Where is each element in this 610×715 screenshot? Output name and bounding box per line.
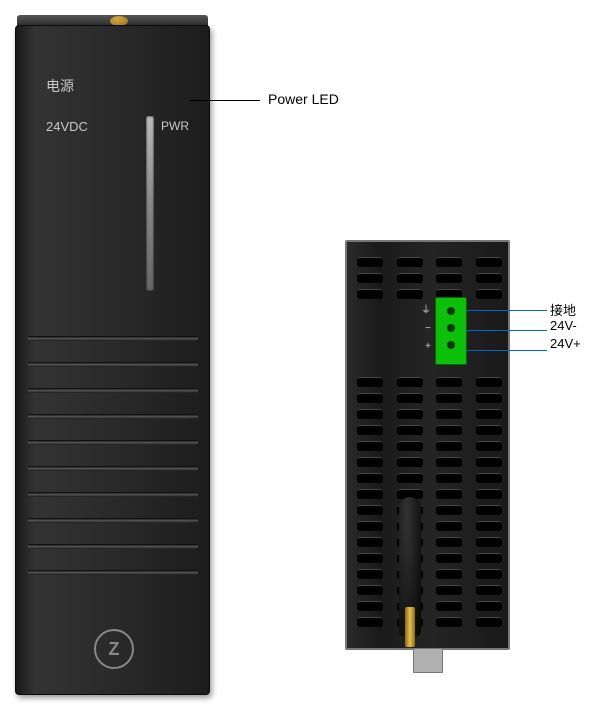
module-title: 电源 — [46, 76, 74, 96]
slot-row — [357, 273, 502, 283]
din-rail-clip — [413, 648, 443, 673]
callout-line-24v-minus — [467, 330, 547, 331]
grille-line — [28, 414, 198, 419]
slot-row — [357, 537, 502, 547]
ground-symbol-icon: ⏚ — [417, 302, 431, 320]
vent-slots-top — [357, 257, 502, 305]
callout-line-ground — [467, 310, 547, 311]
slot-row — [357, 257, 502, 267]
callout-line-power-led — [190, 100, 260, 101]
callout-line-24v-plus — [467, 350, 547, 351]
slot-row — [357, 425, 502, 435]
slot-row — [357, 393, 502, 403]
front-label-area: 电源 24VDC PWR — [26, 41, 201, 296]
plus-symbol-icon: + — [417, 338, 431, 356]
slot-row — [357, 441, 502, 451]
front-body: 电源 24VDC PWR Z — [15, 25, 210, 695]
front-view: 电源 24VDC PWR Z — [15, 15, 220, 700]
grille-line — [28, 518, 198, 523]
slot-row — [357, 489, 502, 499]
slot-row — [357, 601, 502, 611]
terminal-pin-ground — [447, 307, 455, 315]
grille-line — [28, 388, 198, 393]
terminal-pin-minus — [447, 324, 455, 332]
grille-line — [28, 440, 198, 445]
grille-line — [28, 492, 198, 497]
grille-line — [28, 362, 198, 367]
slot-row — [357, 521, 502, 531]
slot-row — [357, 569, 502, 579]
slot-row — [357, 409, 502, 419]
pwr-label: PWR — [161, 119, 189, 133]
power-led-strip — [146, 116, 154, 291]
slot-row — [357, 289, 502, 299]
terminal-pin-plus — [447, 341, 455, 349]
minus-symbol-icon: − — [417, 320, 431, 338]
brand-logo: Z — [94, 629, 134, 669]
slot-row — [357, 505, 502, 515]
grille-line — [28, 466, 198, 471]
slot-row — [357, 585, 502, 595]
terminal-symbols: ⏚ − + — [417, 302, 431, 356]
grille-line — [28, 544, 198, 549]
terminal-block — [435, 297, 467, 365]
callout-label-24v-minus: 24V- — [550, 318, 577, 333]
callout-label-24v-plus: 24V+ — [550, 336, 581, 351]
vent-slots-bottom — [357, 377, 502, 633]
back-body: ⏚ − + — [345, 240, 510, 650]
grille-line — [28, 336, 198, 341]
callout-label-power-led: Power LED — [268, 91, 339, 107]
voltage-label: 24VDC — [46, 119, 88, 134]
grille-line — [28, 570, 198, 575]
callout-label-ground: 接地 — [550, 300, 576, 319]
slot-row — [357, 377, 502, 387]
slot-row — [357, 457, 502, 467]
back-view: ⏚ − + — [345, 240, 510, 675]
front-grilles — [28, 336, 198, 596]
slot-row — [357, 473, 502, 483]
logo-text: Z — [109, 639, 120, 660]
slot-row — [357, 617, 502, 627]
gold-connector-pin — [405, 607, 415, 647]
slot-row — [357, 553, 502, 563]
